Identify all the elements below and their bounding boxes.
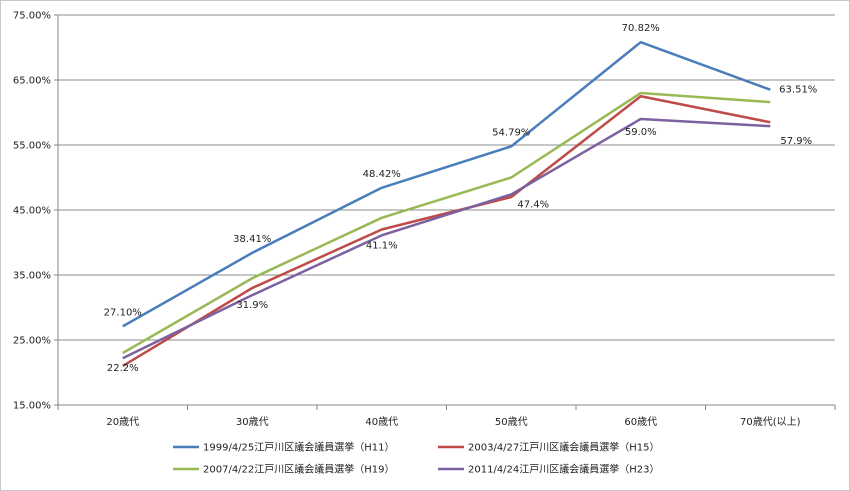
x-tick-label: 40歳代 (365, 416, 398, 428)
y-tick-label: 65.00% (13, 76, 51, 87)
x-tick-label: 70歳代(以上) (740, 416, 801, 428)
series-line-4 (122, 117, 771, 360)
y-tick-label: 35.00% (13, 271, 51, 282)
data-label: 48.42% (363, 169, 401, 180)
data-label: 70.82% (622, 23, 660, 34)
y-tick-label: 55.00% (13, 141, 51, 152)
y-tick-label: 25.00% (13, 336, 51, 347)
legend-label: 1999/4/25江戸川区議会議員選挙（H11） (203, 441, 395, 454)
data-label: 41.1% (366, 240, 398, 251)
legend-label: 2003/4/27江戸川区議会議員選挙（H15） (468, 441, 660, 454)
x-tick-label: 20歳代 (106, 416, 139, 428)
data-label: 54.79% (492, 127, 530, 138)
y-tick-label: 45.00% (13, 206, 51, 217)
data-label: 31.9% (236, 300, 268, 311)
data-label: 38.41% (233, 234, 271, 245)
legend-label: 2007/4/22江戸川区議会議員選挙（H19） (203, 463, 395, 476)
data-label: 22.2% (107, 363, 139, 374)
x-tick-label: 50歳代 (495, 416, 528, 428)
y-tick-label: 15.00% (13, 401, 51, 412)
data-label: 47.4% (517, 199, 549, 210)
data-label: 27.10% (104, 307, 142, 318)
y-tick-label: 75.00% (13, 11, 51, 22)
data-label: 57.9% (780, 136, 812, 147)
x-tick-label: 60歳代 (624, 416, 657, 428)
series-line-3 (122, 91, 771, 355)
x-tick-label: 30歳代 (236, 416, 269, 428)
data-label: 59.0% (625, 127, 657, 138)
legend-label: 2011/4/24江戸川区議会議員選挙（H23） (468, 463, 660, 476)
data-label: 63.51% (779, 85, 817, 96)
series-line-2 (122, 95, 771, 368)
series-line-1 (122, 40, 771, 328)
